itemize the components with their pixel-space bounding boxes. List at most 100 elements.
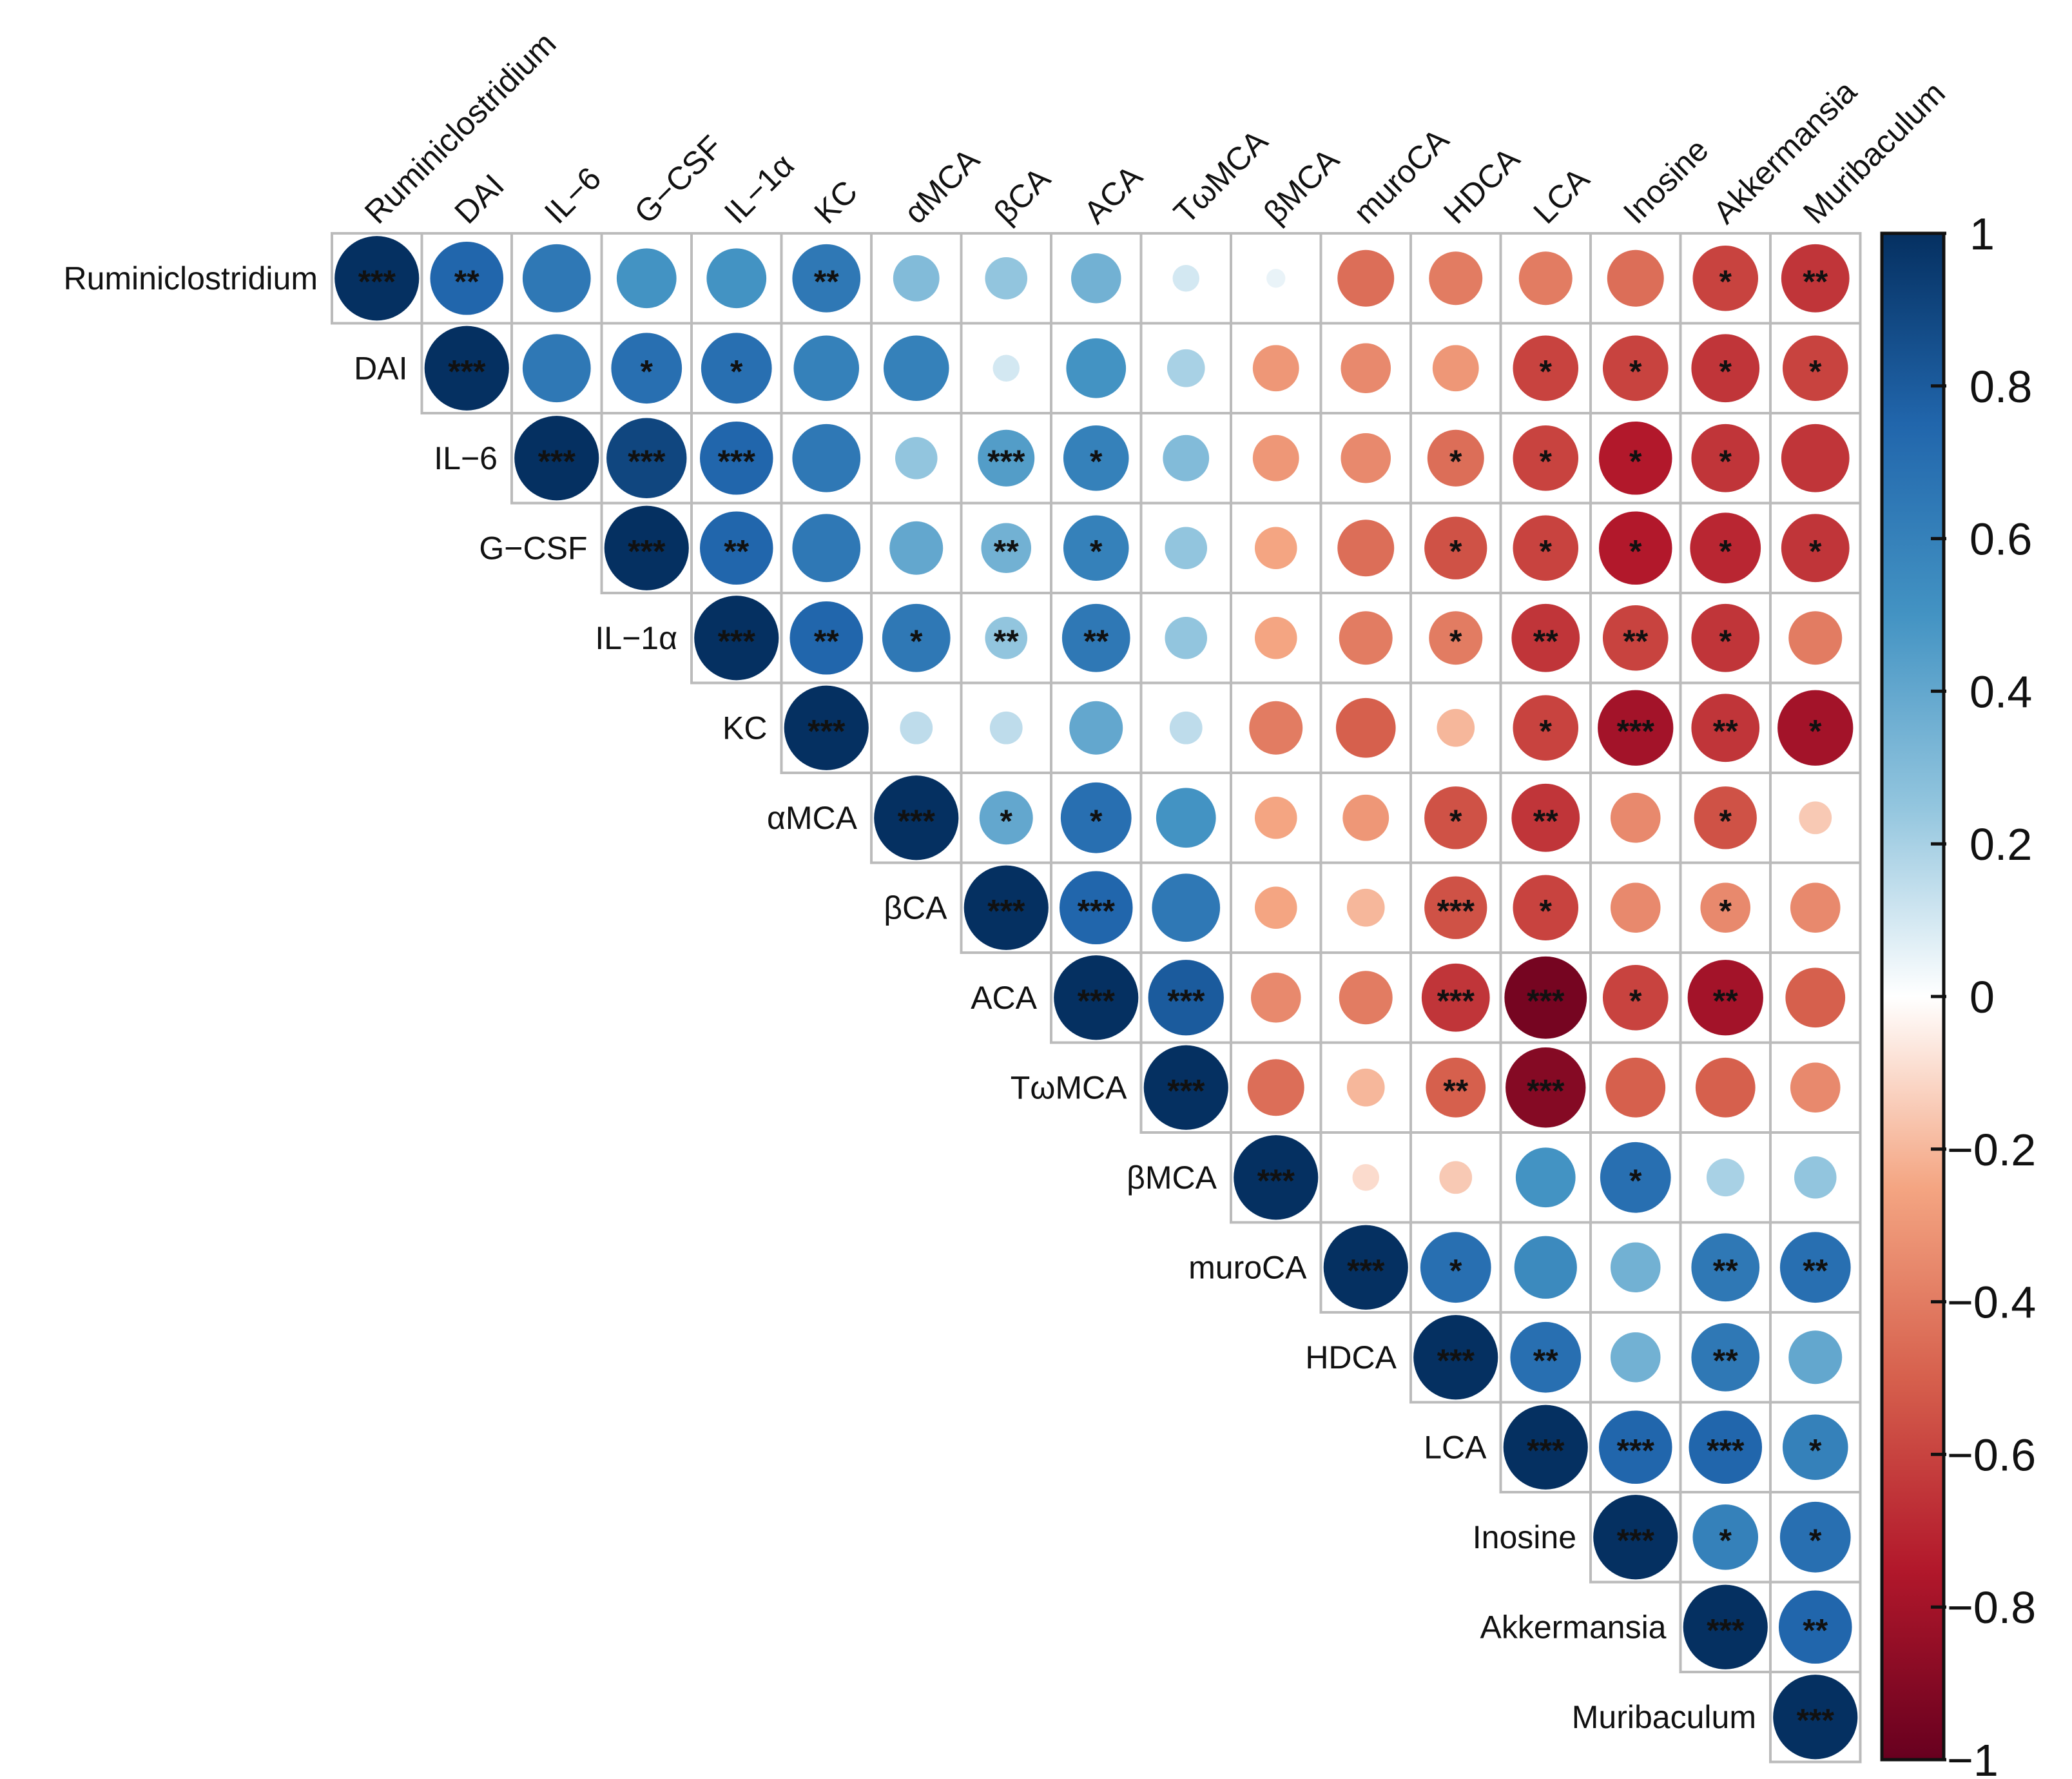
colorbar-tick-label: −1 [1947,1735,1999,1779]
significance-mark: *** [718,443,756,480]
significance-mark: * [1719,623,1732,659]
row-label: G−CSF [479,530,587,566]
column-label: HDCA [1437,141,1527,231]
column-label: LCA [1526,160,1596,231]
significance-mark: * [1719,1522,1732,1559]
corr-circle [1690,512,1761,584]
corr-circle [1598,690,1674,766]
corr-circle [874,775,959,860]
corr-circle [1511,783,1580,852]
corr-circle [1788,1330,1843,1385]
significance-mark: ** [1713,1343,1738,1379]
corr-circle [1600,1142,1671,1213]
corr-circle [1254,796,1297,839]
row-label: αMCA [767,800,858,836]
row-label: IL−6 [434,440,498,476]
corr-circle [1518,251,1573,306]
corr-circle [1339,971,1393,1025]
corr-circle [1341,433,1391,483]
corr-circle [792,423,861,492]
corr-circle [789,601,864,675]
significance-mark: *** [1078,983,1116,1019]
significance-mark: *** [1527,983,1565,1019]
significance-mark: * [1449,623,1462,659]
corr-circle [784,685,869,770]
significance-mark: ** [1443,1073,1468,1109]
row-label: Akkermansia [1480,1609,1667,1645]
corr-circle [1593,1495,1678,1580]
corr-circle [1247,1059,1304,1116]
column-label: Inosine [1616,131,1716,231]
corr-circle [1069,701,1123,755]
row-label: βCA [884,890,947,926]
corr-circle [1254,527,1297,570]
significance-mark: *** [1527,1432,1565,1468]
significance-mark: ** [1803,1612,1828,1648]
corr-circle [1169,711,1203,744]
corr-circle [1691,423,1760,492]
grid-cell [1769,1671,1862,1764]
corr-circle [1413,1315,1498,1400]
corr-circle [1610,792,1661,843]
corr-circle [334,236,420,321]
significance-mark: *** [718,623,756,659]
corr-circle [1799,801,1832,835]
corr-circle [606,418,687,498]
colorbar-tick-label: −0.6 [1947,1430,2036,1480]
significance-layer: *** ** ** * ***** * * * * * **** *** *** *** * * * * **** *… [358,264,1835,1738]
corr-circle [1773,1675,1858,1760]
corr-circle [699,511,773,585]
row-label: TωMCA [1011,1069,1127,1105]
corr-circle [699,421,773,495]
corr-circle [1060,782,1132,853]
corr-circle [1429,611,1483,665]
corr-circle [1252,434,1299,481]
corr-circle [1605,1057,1666,1118]
corr-circle [1779,1232,1851,1303]
significance-mark: * [1809,1522,1822,1559]
corr-circle [1337,249,1395,307]
corr-circle [1059,871,1133,945]
corr-circle [1504,956,1587,1039]
corr-circle [1511,603,1580,672]
corr-circle [1700,882,1751,933]
corr-circle [611,333,683,404]
corr-circle [1694,786,1757,850]
colorbar-tick-label: 0.4 [1970,666,2032,717]
corr-circle [604,505,689,590]
row-label: Ruminiclostridium [63,260,318,296]
corr-circle [1692,1504,1759,1570]
significance-mark: *** [628,533,666,569]
colorbar-tick-label: 0.2 [1970,819,2032,870]
corr-circle [1156,788,1216,848]
corr-circle [1148,960,1224,1036]
significance-mark: *** [1707,1432,1745,1468]
corr-circle [1421,963,1490,1032]
significance-mark: ** [1713,983,1738,1019]
significance-mark: ** [1533,803,1558,839]
corr-circle [1790,882,1841,933]
corr-circle [1249,701,1303,755]
row-label: Inosine [1473,1519,1576,1555]
corr-circle [1706,1158,1745,1197]
corr-circle [424,326,509,411]
corr-circle [1061,603,1130,672]
significance-mark: ** [814,264,839,300]
corr-circle [430,241,504,315]
significance-mark: * [1809,713,1822,749]
significance-mark: * [1809,1432,1822,1468]
corr-circle [1432,345,1479,392]
corr-circle [1420,1232,1491,1303]
corr-circle [900,711,933,744]
circle-layer [334,236,1858,1760]
significance-mark: *** [1078,893,1116,929]
colorbar-tick-label: 0 [1970,972,1995,1022]
corr-circle [895,436,938,480]
corr-circle [1346,1068,1385,1107]
corr-circle [792,244,861,313]
colorbar-tick-label: −0.2 [1947,1125,2036,1175]
corr-circle [1070,253,1121,304]
corr-circle [1778,1590,1852,1664]
row-label: DAI [354,350,407,386]
column-label: DAI [447,167,511,231]
